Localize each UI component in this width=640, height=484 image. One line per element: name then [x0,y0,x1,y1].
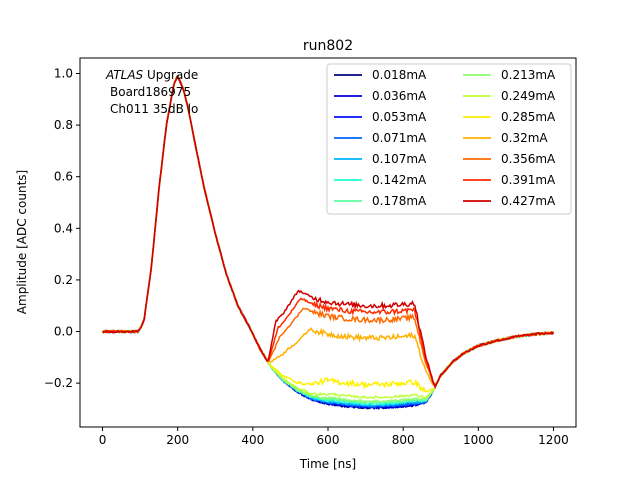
legend-label: 0.036mA [372,89,427,103]
legend-label: 0.107mA [372,152,427,166]
y-tick-label: 1.0 [54,66,73,80]
x-tick-label: 0 [99,433,107,447]
legend-label: 0.053mA [372,110,427,124]
chart-title: run802 [303,38,353,54]
x-tick-label: 1200 [538,433,569,447]
y-tick-label: 0.0 [54,325,73,339]
annotation-upgrade: Upgrade [143,68,198,82]
x-axis-label: Time [ns] [299,457,356,471]
legend-label: 0.142mA [372,173,427,187]
y-tick-label: 0.6 [54,170,73,184]
y-tick-label: 0.4 [54,221,73,235]
legend-frame [326,63,572,215]
legend: 0.018mA 0.036mA 0.053mA 0.071mA 0.107mA 0.142… [326,63,572,215]
x-tick-label: 200 [166,433,189,447]
annotation-line-1: ATLAS Upgrade [105,68,198,82]
annotation-box: ATLAS Upgrade Board186975 Ch011 35dB lo [105,68,198,116]
annotation-line-3: Ch011 35dB lo [110,102,198,116]
legend-label: 0.285mA [501,110,556,124]
series-line [102,77,555,389]
legend-label: 0.071mA [372,131,427,145]
annotation-atlas: ATLAS [105,68,144,82]
y-tick-label: −0.2 [44,376,73,390]
x-tick-label: 800 [392,433,415,447]
legend-label: 0.32mA [501,131,548,145]
x-tick-label: 1000 [463,433,494,447]
y-axis: −0.2 0.0 0.2 0.4 0.6 0.8 1.0 [44,66,80,390]
legend-label: 0.213mA [501,68,556,82]
legend-label: 0.018mA [372,68,427,82]
legend-label: 0.356mA [501,152,556,166]
plot-lines [101,75,555,411]
x-axis: 0 200 400 600 800 1000 1200 [99,427,569,447]
x-tick-label: 400 [241,433,264,447]
legend-label: 0.178mA [372,194,427,208]
annotation-line-2: Board186975 [110,85,191,99]
y-tick-label: 0.2 [54,273,73,287]
x-tick-label: 600 [317,433,340,447]
y-tick-label: 0.8 [54,118,73,132]
legend-label: 0.391mA [501,173,556,187]
legend-label: 0.427mA [501,194,556,208]
legend-label: 0.249mA [501,89,556,103]
y-axis-label: Amplitude [ADC counts] [15,170,29,314]
